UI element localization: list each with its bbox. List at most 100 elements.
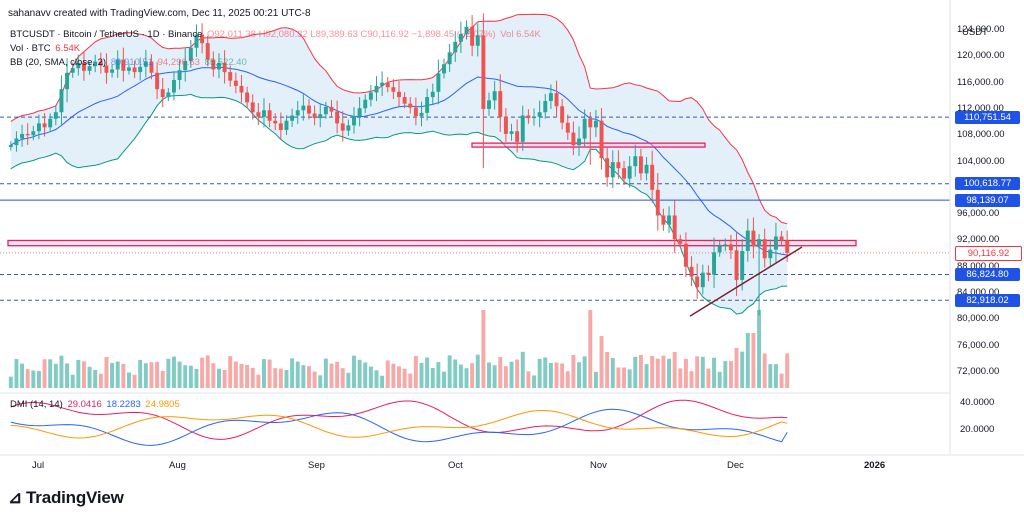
- volume-bar: [363, 362, 368, 388]
- volume-bars: [8, 310, 790, 388]
- volume-bar: [65, 363, 70, 388]
- candle-body: [290, 115, 295, 121]
- candle-body: [779, 236, 784, 241]
- volume-bar: [211, 363, 216, 388]
- volume-bar: [115, 361, 120, 388]
- price-label-p1: 110,751.54: [955, 110, 1020, 124]
- candle-body: [447, 52, 452, 65]
- candle-body: [194, 34, 199, 48]
- candle-body: [233, 80, 238, 86]
- candle-body: [728, 244, 733, 251]
- candle-body: [706, 272, 711, 275]
- candle-body: [307, 105, 311, 114]
- candle-body: [98, 61, 103, 66]
- time-axis-tick: Jul: [32, 460, 45, 471]
- volume-bar: [188, 365, 193, 388]
- volume-bar: [464, 368, 469, 388]
- candle-body: [385, 82, 390, 88]
- volume-bar: [93, 370, 98, 388]
- candle-body: [200, 34, 205, 44]
- candle-body: [537, 112, 542, 117]
- tradingview-logo[interactable]: ⊿ TradingView: [8, 488, 124, 508]
- tradingview-logo-icon: ⊿: [8, 488, 23, 507]
- candle-body: [650, 164, 655, 190]
- time-axis-tick: Oct: [448, 460, 463, 471]
- volume-bar: [650, 355, 655, 388]
- volume-bar: [700, 356, 705, 388]
- volume-bar: [689, 371, 694, 388]
- symbol-line[interactable]: BTCUSDT · Bitcoin / TetherUS · 1D · Bina…: [10, 29, 203, 40]
- candle-body: [245, 92, 250, 103]
- dmi-legend[interactable]: DMI (14, 14) 29.0416 18.2283 24.9805: [10, 399, 182, 410]
- candle-body: [397, 91, 401, 98]
- time-axis-tick: Nov: [590, 460, 607, 471]
- support-trendline: [689, 246, 803, 317]
- candle-body: [391, 87, 396, 92]
- volume-bar: [205, 355, 210, 388]
- volume-label: Vol · BTC: [10, 43, 51, 54]
- candle-body: [751, 230, 756, 247]
- candle-body: [498, 91, 503, 117]
- candle-body: [458, 33, 463, 42]
- bb-legend[interactable]: BB (20, SMA, close, 2) 89,910.51 94,296.…: [10, 57, 249, 68]
- price-axis-tick: 120,000.00: [957, 50, 1005, 62]
- candle-body: [582, 118, 587, 139]
- volume-bar: [194, 368, 199, 388]
- candle-body: [188, 47, 193, 61]
- candle-body: [284, 120, 289, 130]
- candle-body: [81, 62, 86, 71]
- time-axis-tick: Sep: [308, 460, 325, 471]
- dmi-minus-value: 18.2283: [106, 399, 141, 410]
- candle-body: [430, 91, 435, 98]
- candle-body: [42, 123, 47, 128]
- volume-bar: [160, 370, 165, 388]
- candle-body: [616, 162, 621, 169]
- volume-bar: [717, 371, 722, 388]
- candle-body: [211, 59, 216, 70]
- volume-bar: [14, 359, 19, 388]
- volume-inline: Vol 6.54K: [500, 29, 541, 40]
- volume-bar: [8, 376, 13, 388]
- volume-bar: [655, 358, 660, 388]
- candle-body: [205, 43, 210, 60]
- volume-bar: [616, 367, 621, 388]
- volume-bar: [436, 362, 441, 388]
- volume-bar: [661, 355, 666, 388]
- volume-bar: [498, 357, 503, 388]
- volume-bar: [565, 371, 570, 388]
- volume-bar: [262, 359, 266, 388]
- volume-bar: [233, 361, 238, 388]
- symbol-legend[interactable]: BTCUSDT · Bitcoin / TetherUS · 1D · Bina…: [10, 29, 543, 40]
- volume-bar: [577, 362, 581, 388]
- volume-bar: [397, 366, 401, 388]
- candle-body: [532, 116, 536, 119]
- volume-bar: [667, 358, 672, 388]
- volume-legend[interactable]: Vol · BTC 6.54K: [10, 43, 82, 54]
- volume-bar: [273, 368, 278, 388]
- candle-body: [228, 72, 233, 81]
- candle-body: [773, 236, 778, 250]
- candle-body: [104, 65, 109, 73]
- volume-bar: [391, 363, 396, 388]
- price-axis-tick: 84,000.00: [957, 287, 1000, 299]
- volume-bar: [442, 371, 446, 388]
- volume-bar: [98, 373, 103, 388]
- volume-bar: [138, 359, 143, 388]
- candle-body: [222, 62, 227, 73]
- volume-bar: [768, 364, 773, 388]
- candle-body: [171, 79, 176, 93]
- dmi-plus-value: 29.0416: [67, 399, 102, 410]
- volume-bar: [177, 361, 182, 388]
- candle-body: [155, 72, 160, 90]
- dmi-adx-value: 24.9805: [145, 399, 180, 410]
- candle-body: [53, 112, 58, 119]
- candle-body: [273, 120, 278, 124]
- candle-body: [683, 243, 688, 267]
- candle-body: [638, 156, 643, 174]
- candle-body: [256, 112, 261, 117]
- candle-body: [571, 132, 576, 146]
- volume-bar: [610, 357, 615, 388]
- candle-body: [183, 60, 188, 71]
- candle-body: [149, 61, 154, 73]
